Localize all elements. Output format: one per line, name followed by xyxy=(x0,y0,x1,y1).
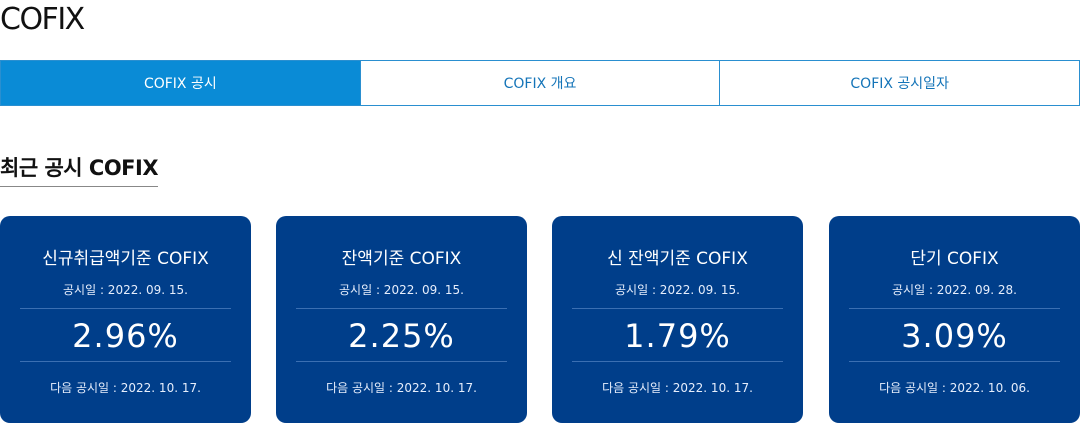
card-divider xyxy=(849,361,1060,362)
card-next-date: 다음 공시일 : 2022. 10. 17. xyxy=(50,381,201,395)
card-title: 단기 COFIX xyxy=(910,249,999,269)
tab-cofix-announcement[interactable]: COFIX 공시 xyxy=(1,61,360,105)
card-next-date: 다음 공시일 : 2022. 10. 17. xyxy=(602,381,753,395)
tab-cofix-schedule[interactable]: COFIX 공시일자 xyxy=(719,61,1080,105)
card-divider xyxy=(20,361,231,362)
card-divider xyxy=(849,308,1060,309)
card-date: 공시일 : 2022. 09. 15. xyxy=(615,283,740,297)
card-date: 공시일 : 2022. 09. 15. xyxy=(339,283,464,297)
tab-cofix-overview[interactable]: COFIX 개요 xyxy=(359,61,720,105)
tab-bar: COFIX 공시 COFIX 개요 COFIX 공시일자 xyxy=(0,60,1080,106)
card-divider xyxy=(296,361,507,362)
card-divider xyxy=(572,361,783,362)
card-title: 신규취급액기준 COFIX xyxy=(42,249,209,269)
card-date: 공시일 : 2022. 09. 15. xyxy=(63,283,188,297)
card-next-date: 다음 공시일 : 2022. 10. 06. xyxy=(879,381,1030,395)
cofix-card-short-term: 단기 COFIX 공시일 : 2022. 09. 28. 3.09% 다음 공시… xyxy=(829,216,1080,423)
card-divider xyxy=(572,308,783,309)
card-rate: 1.79% xyxy=(624,317,731,355)
card-next-date: 다음 공시일 : 2022. 10. 17. xyxy=(326,381,477,395)
cofix-card-new: 신규취급액기준 COFIX 공시일 : 2022. 09. 15. 2.96% … xyxy=(0,216,251,423)
card-divider xyxy=(20,308,231,309)
card-date: 공시일 : 2022. 09. 28. xyxy=(892,283,1017,297)
section-title: 최근 공시 COFIX xyxy=(0,152,159,187)
cofix-card-new-balance: 신 잔액기준 COFIX 공시일 : 2022. 09. 15. 1.79% 다… xyxy=(552,216,803,423)
card-rate: 3.09% xyxy=(901,317,1008,355)
card-title: 잔액기준 COFIX xyxy=(341,249,462,269)
card-rate: 2.96% xyxy=(72,317,179,355)
cofix-card-balance: 잔액기준 COFIX 공시일 : 2022. 09. 15. 2.25% 다음 … xyxy=(276,216,527,423)
card-divider xyxy=(296,308,507,309)
page-title: COFIX xyxy=(0,2,85,37)
card-rate: 2.25% xyxy=(348,317,455,355)
card-title: 신 잔액기준 COFIX xyxy=(607,249,748,269)
